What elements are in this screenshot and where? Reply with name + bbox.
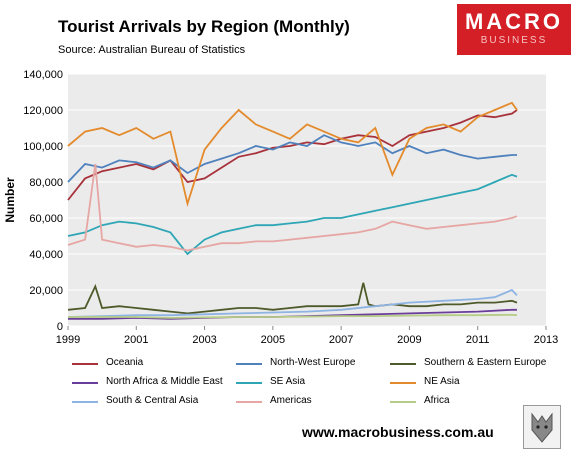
legend-label: Africa xyxy=(424,395,450,406)
macrobusiness-logo: MACRO BUSINESS xyxy=(457,4,571,55)
x-tick-label: 2013 xyxy=(534,334,558,346)
line-chart: 1999 2001 2003 2005 2007 2009 2011 2013 0 20,000… xyxy=(3,69,558,346)
legend-label: North Africa & Middle East xyxy=(106,376,223,387)
x-tick-label: 1999 xyxy=(56,334,80,346)
x-axis-ticks: 1999 2001 2003 2005 2007 2009 2011 2013 xyxy=(56,326,558,346)
legend-swatch xyxy=(72,401,98,403)
series-lines xyxy=(67,101,518,320)
legend-label: NE Asia xyxy=(424,376,460,387)
y-axis-ticks: 0 20,000 40,000 60,000 80,000 100,000 120,000 1… xyxy=(23,69,63,333)
logo-text-macro: MACRO xyxy=(464,9,564,34)
legend-swatch xyxy=(390,401,416,403)
x-tick-label: 2005 xyxy=(261,334,285,346)
x-tick-label: 2003 xyxy=(192,334,216,346)
y-tick-label: 20,000 xyxy=(29,285,63,297)
legend-swatch xyxy=(390,382,416,384)
legend-label: South & Central Asia xyxy=(106,395,199,406)
legend-label: North-West Europe xyxy=(270,357,356,368)
legend-swatch xyxy=(72,382,98,384)
series-line-ne-asia xyxy=(67,101,518,207)
y-axis-label: Number xyxy=(3,177,17,223)
legend-swatch xyxy=(236,382,262,384)
wolf-icon xyxy=(531,412,553,443)
footer-url: www.macrobusiness.com.au xyxy=(302,424,494,440)
legend-label: SE Asia xyxy=(270,376,306,387)
series-line-south-central-asia xyxy=(67,288,518,318)
series-line-se-asia xyxy=(67,173,518,256)
plot-area xyxy=(68,74,546,326)
series-line-africa xyxy=(68,313,518,319)
x-tick-label: 2009 xyxy=(397,334,421,346)
logo-text-business: BUSINESS xyxy=(480,35,548,46)
x-tick-label: 2007 xyxy=(329,334,353,346)
legend-swatch xyxy=(72,363,98,365)
y-tick-label: 0 xyxy=(57,321,63,333)
legend-swatch xyxy=(236,363,262,365)
y-tick-label: 80,000 xyxy=(29,177,63,189)
series-line-americas xyxy=(67,163,518,252)
series-line-north-west-europe xyxy=(67,134,517,183)
legend-swatch xyxy=(236,401,262,403)
wolf-logo-icon xyxy=(523,405,561,449)
legend-swatch xyxy=(390,363,416,365)
y-tick-label: 40,000 xyxy=(29,249,63,261)
legend-label: Oceania xyxy=(106,357,144,368)
x-tick-label: 2001 xyxy=(124,334,148,346)
series-line-southern-eastern-europe xyxy=(67,282,518,315)
gridlines xyxy=(68,73,546,327)
y-tick-label: 100,000 xyxy=(23,141,63,153)
legend-label: Americas xyxy=(270,395,312,406)
legend-label: Southern & Eastern Europe xyxy=(424,357,547,368)
y-tick-label: 140,000 xyxy=(23,69,63,81)
x-tick-label: 2011 xyxy=(466,334,490,346)
y-tick-label: 120,000 xyxy=(23,105,63,117)
y-tick-label: 60,000 xyxy=(29,213,63,225)
chart-title: Tourist Arrivals by Region (Monthly) xyxy=(58,17,350,36)
source-note: Source: Australian Bureau of Statistics xyxy=(58,44,246,56)
